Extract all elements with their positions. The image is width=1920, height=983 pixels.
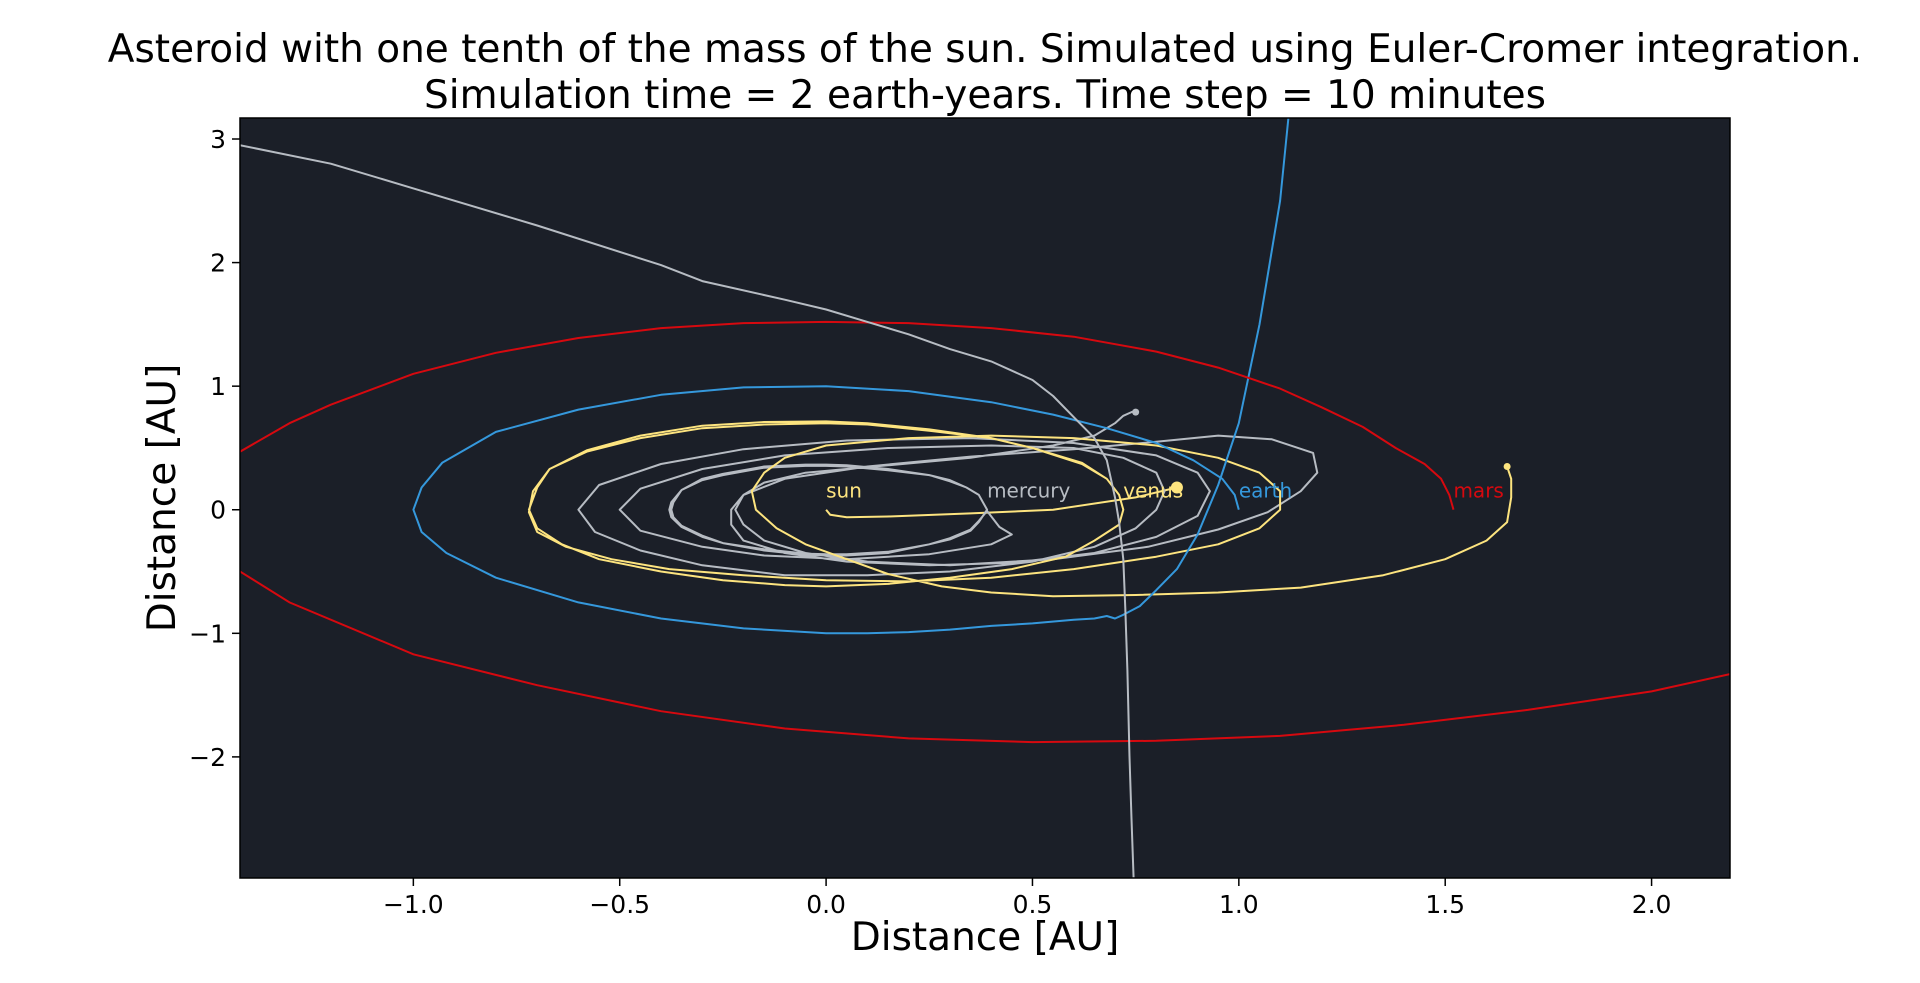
x-tick-label: −0.5 — [589, 890, 650, 919]
mercury-label: mercury — [987, 478, 1070, 502]
chart-title: Asteroid with one tenth of the mass of t… — [108, 27, 1862, 72]
sun-label: sun — [826, 478, 862, 502]
body-labels: sun mercury venus earth mars — [826, 478, 1504, 502]
x-tick-label: 0.0 — [806, 890, 846, 919]
x-tick-label: 1.5 — [1425, 890, 1465, 919]
y-axis-ticks: −2 −1 0 1 2 3 — [189, 125, 240, 772]
y-tick-label: −2 — [189, 743, 226, 772]
mars-label: mars — [1453, 478, 1503, 502]
y-tick-label: 2 — [210, 249, 226, 278]
y-tick-label: −1 — [189, 619, 226, 648]
x-tick-label: 0.5 — [1013, 890, 1053, 919]
y-tick-label: 1 — [210, 372, 226, 401]
x-axis-label: Distance [AU] — [851, 915, 1120, 960]
asteroid-trajectory — [240, 144, 1135, 878]
y-tick-label: 3 — [210, 125, 226, 154]
mercury-trajectory — [577, 409, 1319, 577]
x-tick-label: −1.0 — [383, 890, 444, 919]
y-tick-label: 0 — [210, 496, 226, 525]
chart-subtitle: Simulation time = 2 earth-years. Time st… — [424, 73, 1546, 118]
earth-trajectory — [412, 118, 1290, 635]
x-tick-label: 1.0 — [1219, 890, 1259, 919]
x-axis-ticks: −1.0 −0.5 0.0 0.5 1.0 1.5 2.0 — [383, 878, 1671, 919]
sun-trajectory — [825, 486, 1178, 519]
x-tick-label: 2.0 — [1632, 890, 1672, 919]
y-axis-label: Distance [AU] — [140, 364, 185, 633]
venus-label: venus — [1123, 478, 1183, 502]
venus-position-marker — [1503, 462, 1511, 470]
sun-position-marker — [1170, 481, 1183, 494]
venus-trajectory — [527, 420, 1513, 598]
plot-area — [240, 118, 1730, 878]
plot-frame — [239, 117, 1731, 879]
mars-trajectory-lower — [240, 570, 1730, 744]
series-layer — [240, 118, 1730, 878]
earth-label: earth — [1239, 478, 1292, 502]
mars-trajectory — [240, 320, 1455, 510]
mercury-position-marker — [1132, 408, 1140, 416]
